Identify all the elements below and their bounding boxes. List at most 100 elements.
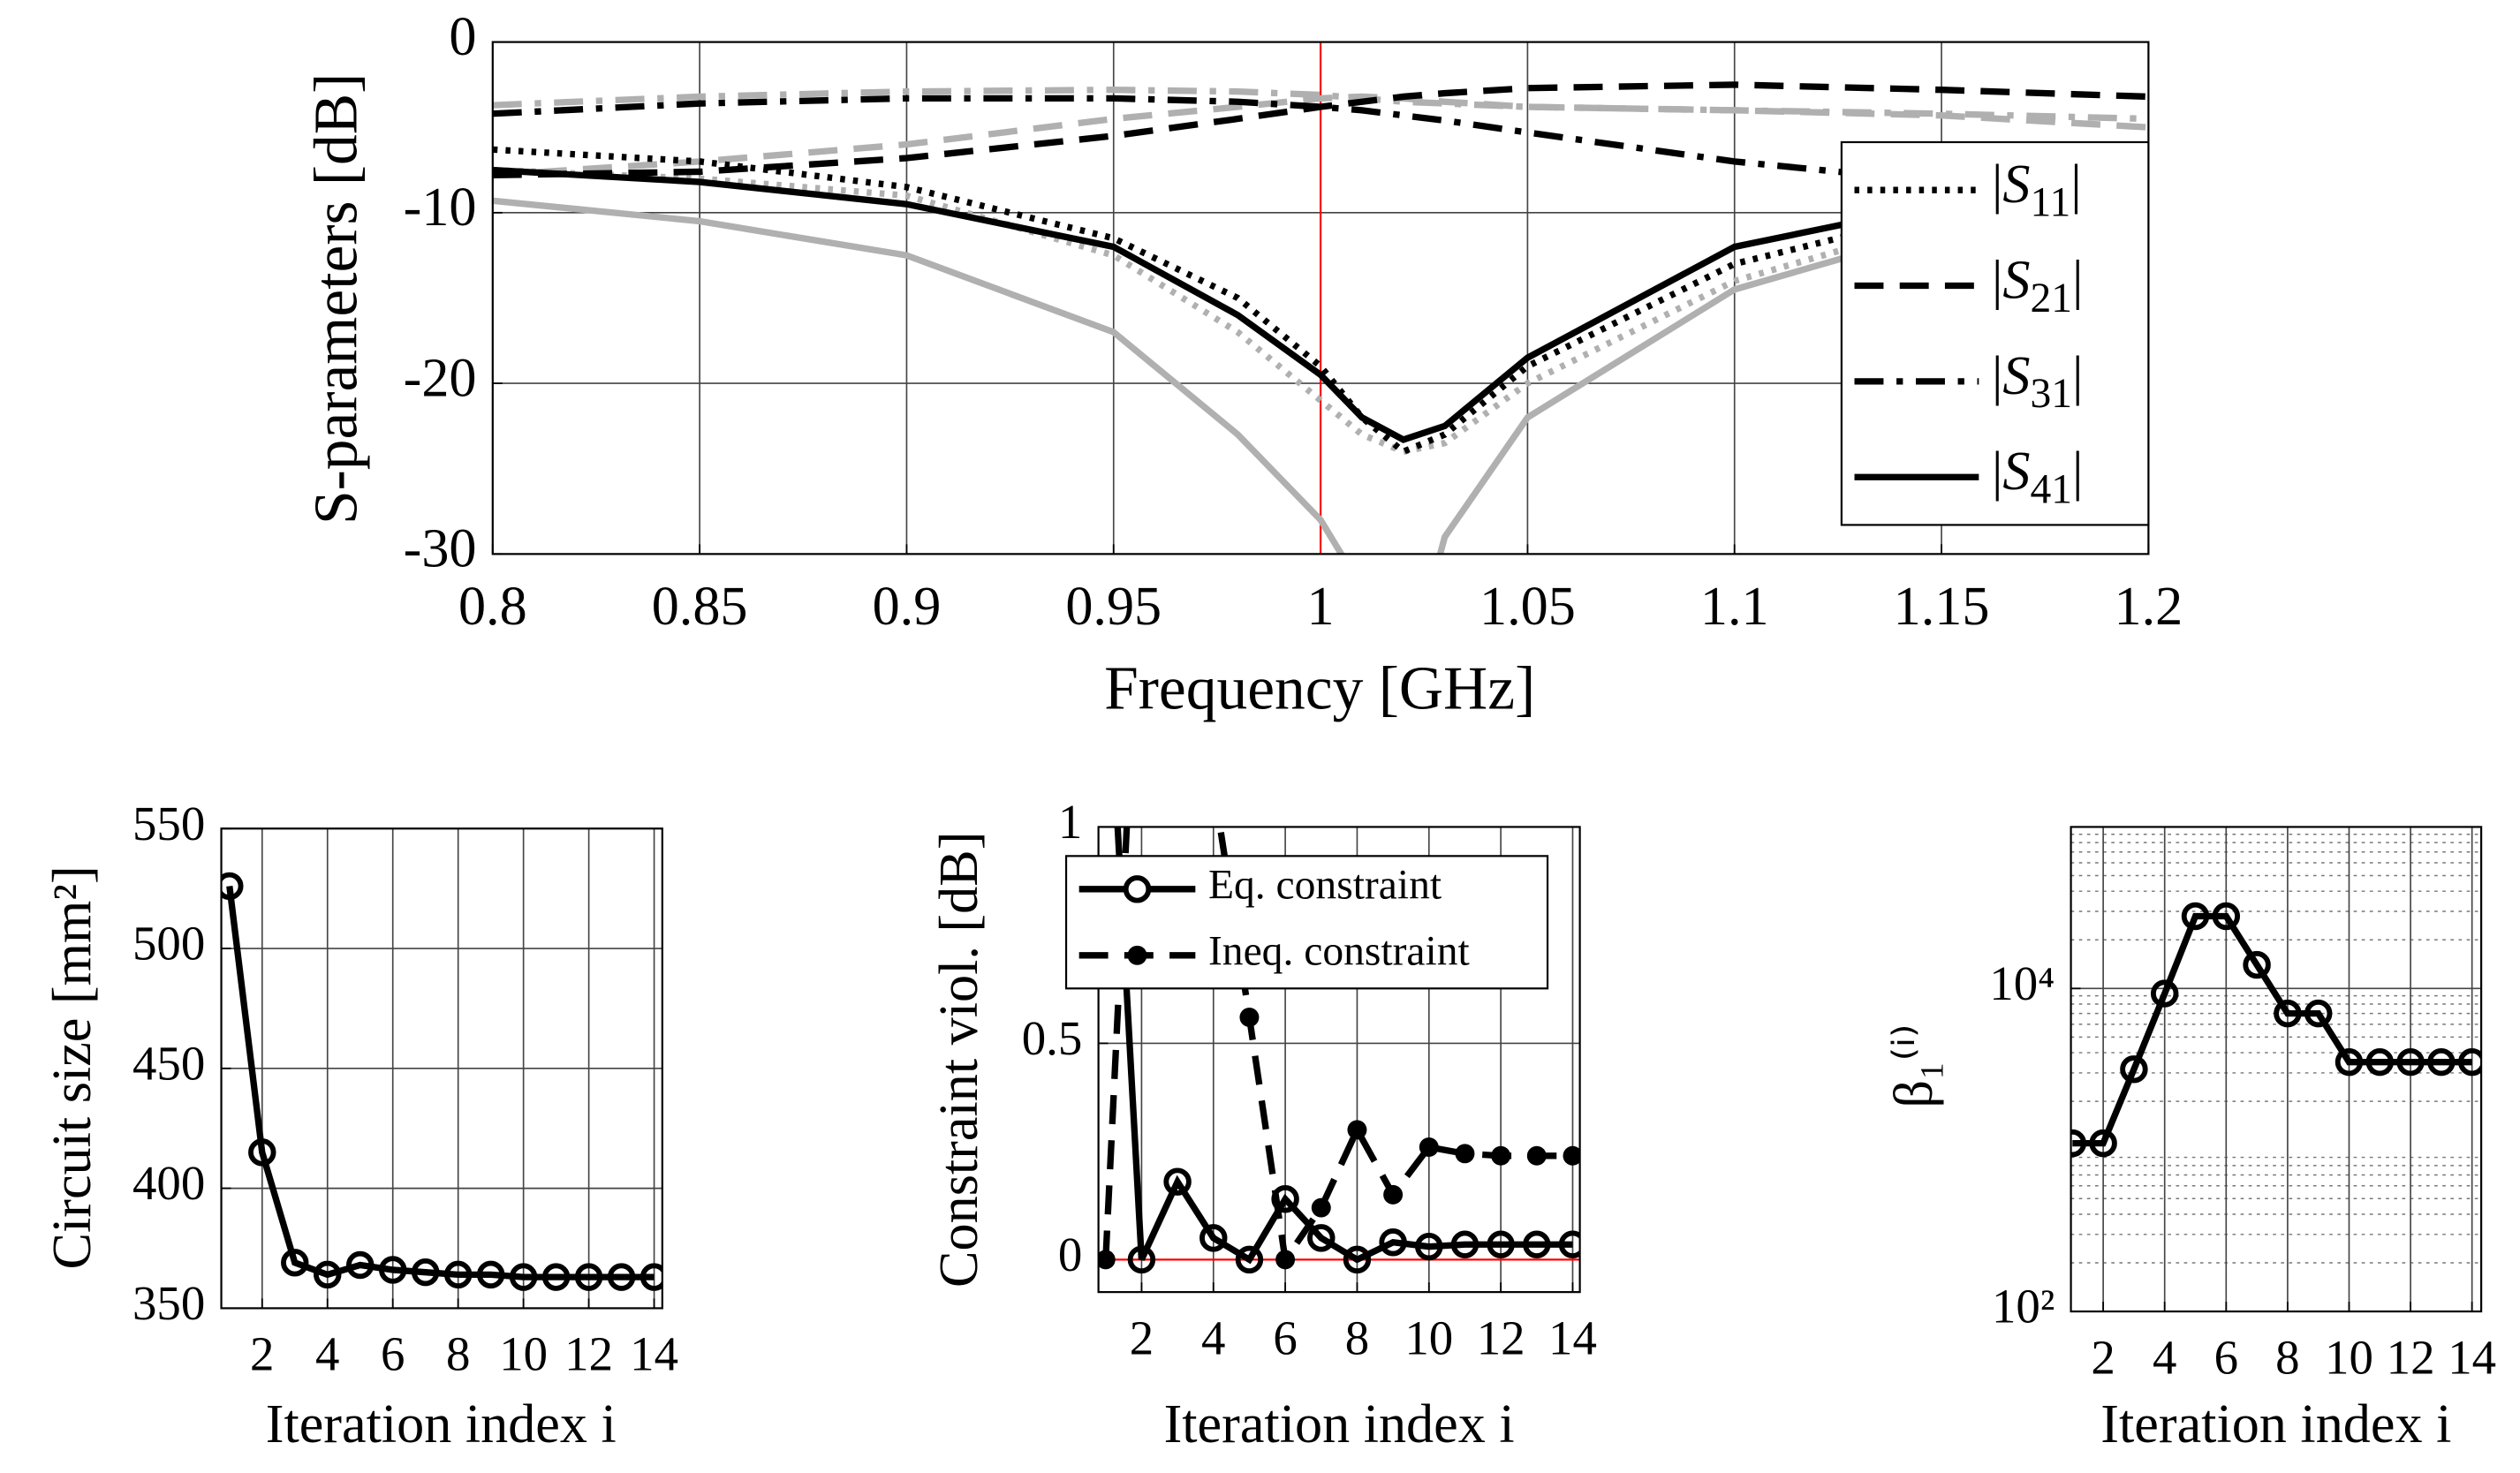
x-axis-label: Frequency [GHz] [1104,654,1535,722]
marker [1239,1008,1260,1027]
y-axis-label: Constraint viol. [dB] [929,832,989,1288]
marker [1419,1137,1439,1157]
series-line [492,158,2149,443]
x-tick-label: 10 [2325,1330,2373,1384]
marker [2243,950,2271,979]
x-tick-label: 14 [630,1327,678,1381]
x-tick-label: 14 [1548,1311,1597,1364]
marker [1347,1120,1367,1140]
x-tick-label: 0.95 [1065,577,1162,637]
marker [2212,902,2241,931]
marker [2304,999,2333,1028]
marker [1098,1250,1116,1270]
marker [639,1263,662,1291]
marker [1271,1185,1299,1213]
marker [2089,1129,2117,1158]
legend-marker [1127,945,1147,965]
marker [1523,1230,1551,1258]
y-axis-label: Circuit size [mm²] [42,865,102,1269]
series-line [492,146,2149,456]
marker [346,1250,375,1280]
axes-frame [220,827,663,1310]
marker [2457,1047,2482,1076]
marker [411,1258,440,1287]
y-tick-label: 0.5 [1022,1011,1083,1065]
marker [1307,1224,1336,1252]
y-tick-label: 350 [132,1276,205,1330]
x-tick-label: 0.8 [458,577,527,637]
marker [1526,1145,1547,1166]
series-line [226,885,655,1280]
marker [281,1249,309,1277]
x-tick-label: 12 [564,1327,613,1381]
plot-area [2070,827,2482,1312]
legend-marker [1123,875,1152,903]
marker [2335,1047,2364,1076]
y-tick-label: 10⁴ [1989,956,2055,1010]
marker [1415,1232,1443,1261]
marker [1450,1230,1479,1258]
marker [248,1138,276,1167]
x-tick-label: 1 [1307,577,1335,637]
legend-label: |S41| [1992,442,2084,513]
x-tick-label: 2 [250,1327,274,1381]
marker [1455,1144,1475,1164]
legend-label: Eq. constraint [1208,863,1442,909]
y-tick-label: 1 [1058,795,1082,849]
legend-box [1840,140,2150,526]
x-tick-label: 1.05 [1479,577,1576,637]
marker [2365,1047,2395,1076]
marker [1199,1224,1228,1252]
y-tick-label: 400 [132,1156,205,1210]
x-tick-label: 4 [2153,1330,2176,1384]
plot-layer [2070,902,2482,1158]
marker [1343,1245,1372,1274]
plot-layer [1098,827,1580,1274]
series-line [492,93,2149,178]
x-tick-label: 0.85 [652,577,748,637]
marker [1383,1184,1404,1205]
y-tick-label: 450 [132,1036,205,1090]
marker [574,1263,603,1291]
marker [2070,1129,2087,1158]
marker [1379,1228,1407,1257]
y-tick-label: -30 [404,519,477,579]
y-tick-label: 0 [449,7,476,67]
marker [1235,1245,1264,1274]
x-tick-label: 12 [2387,1330,2435,1384]
marker [2427,1047,2456,1076]
x-tick-label: 14 [2448,1330,2496,1384]
plot-layer [221,872,662,1291]
x-tick-label: 12 [1477,1311,1525,1364]
x-tick-label: 1.1 [1700,577,1769,637]
marker [607,1263,636,1291]
marker [1558,1230,1580,1258]
y-tick-label: 10² [1992,1280,2055,1333]
marker [221,872,244,901]
x-tick-label: 8 [2275,1330,2299,1384]
plot-layer [492,42,2149,555]
x-tick-label: 1.2 [2115,577,2183,637]
marker [1127,1245,1156,1274]
marker [378,1256,407,1284]
marker [2181,902,2210,931]
series-line [492,166,2149,456]
x-tick-label: 6 [2214,1330,2238,1384]
x-axis-label: Iteration index i [266,1394,617,1454]
axes-frame [2070,826,2483,1313]
marker [476,1260,505,1289]
x-tick-label: 6 [1273,1311,1297,1364]
marker [1487,1230,1515,1258]
x-axis-label: Iteration index i [1164,1394,1515,1454]
y-tick-label: 550 [132,797,205,850]
y-tick-label: -10 [404,178,477,238]
series-line [492,81,2149,178]
marker [1563,1145,1580,1166]
x-tick-label: 1.15 [1894,577,1990,637]
legend-label: |S31| [1992,346,2084,417]
x-tick-label: 6 [381,1327,405,1381]
x-tick-label: 10 [499,1327,548,1381]
x-tick-label: 4 [315,1327,339,1381]
y-tick-label: -20 [404,348,477,408]
